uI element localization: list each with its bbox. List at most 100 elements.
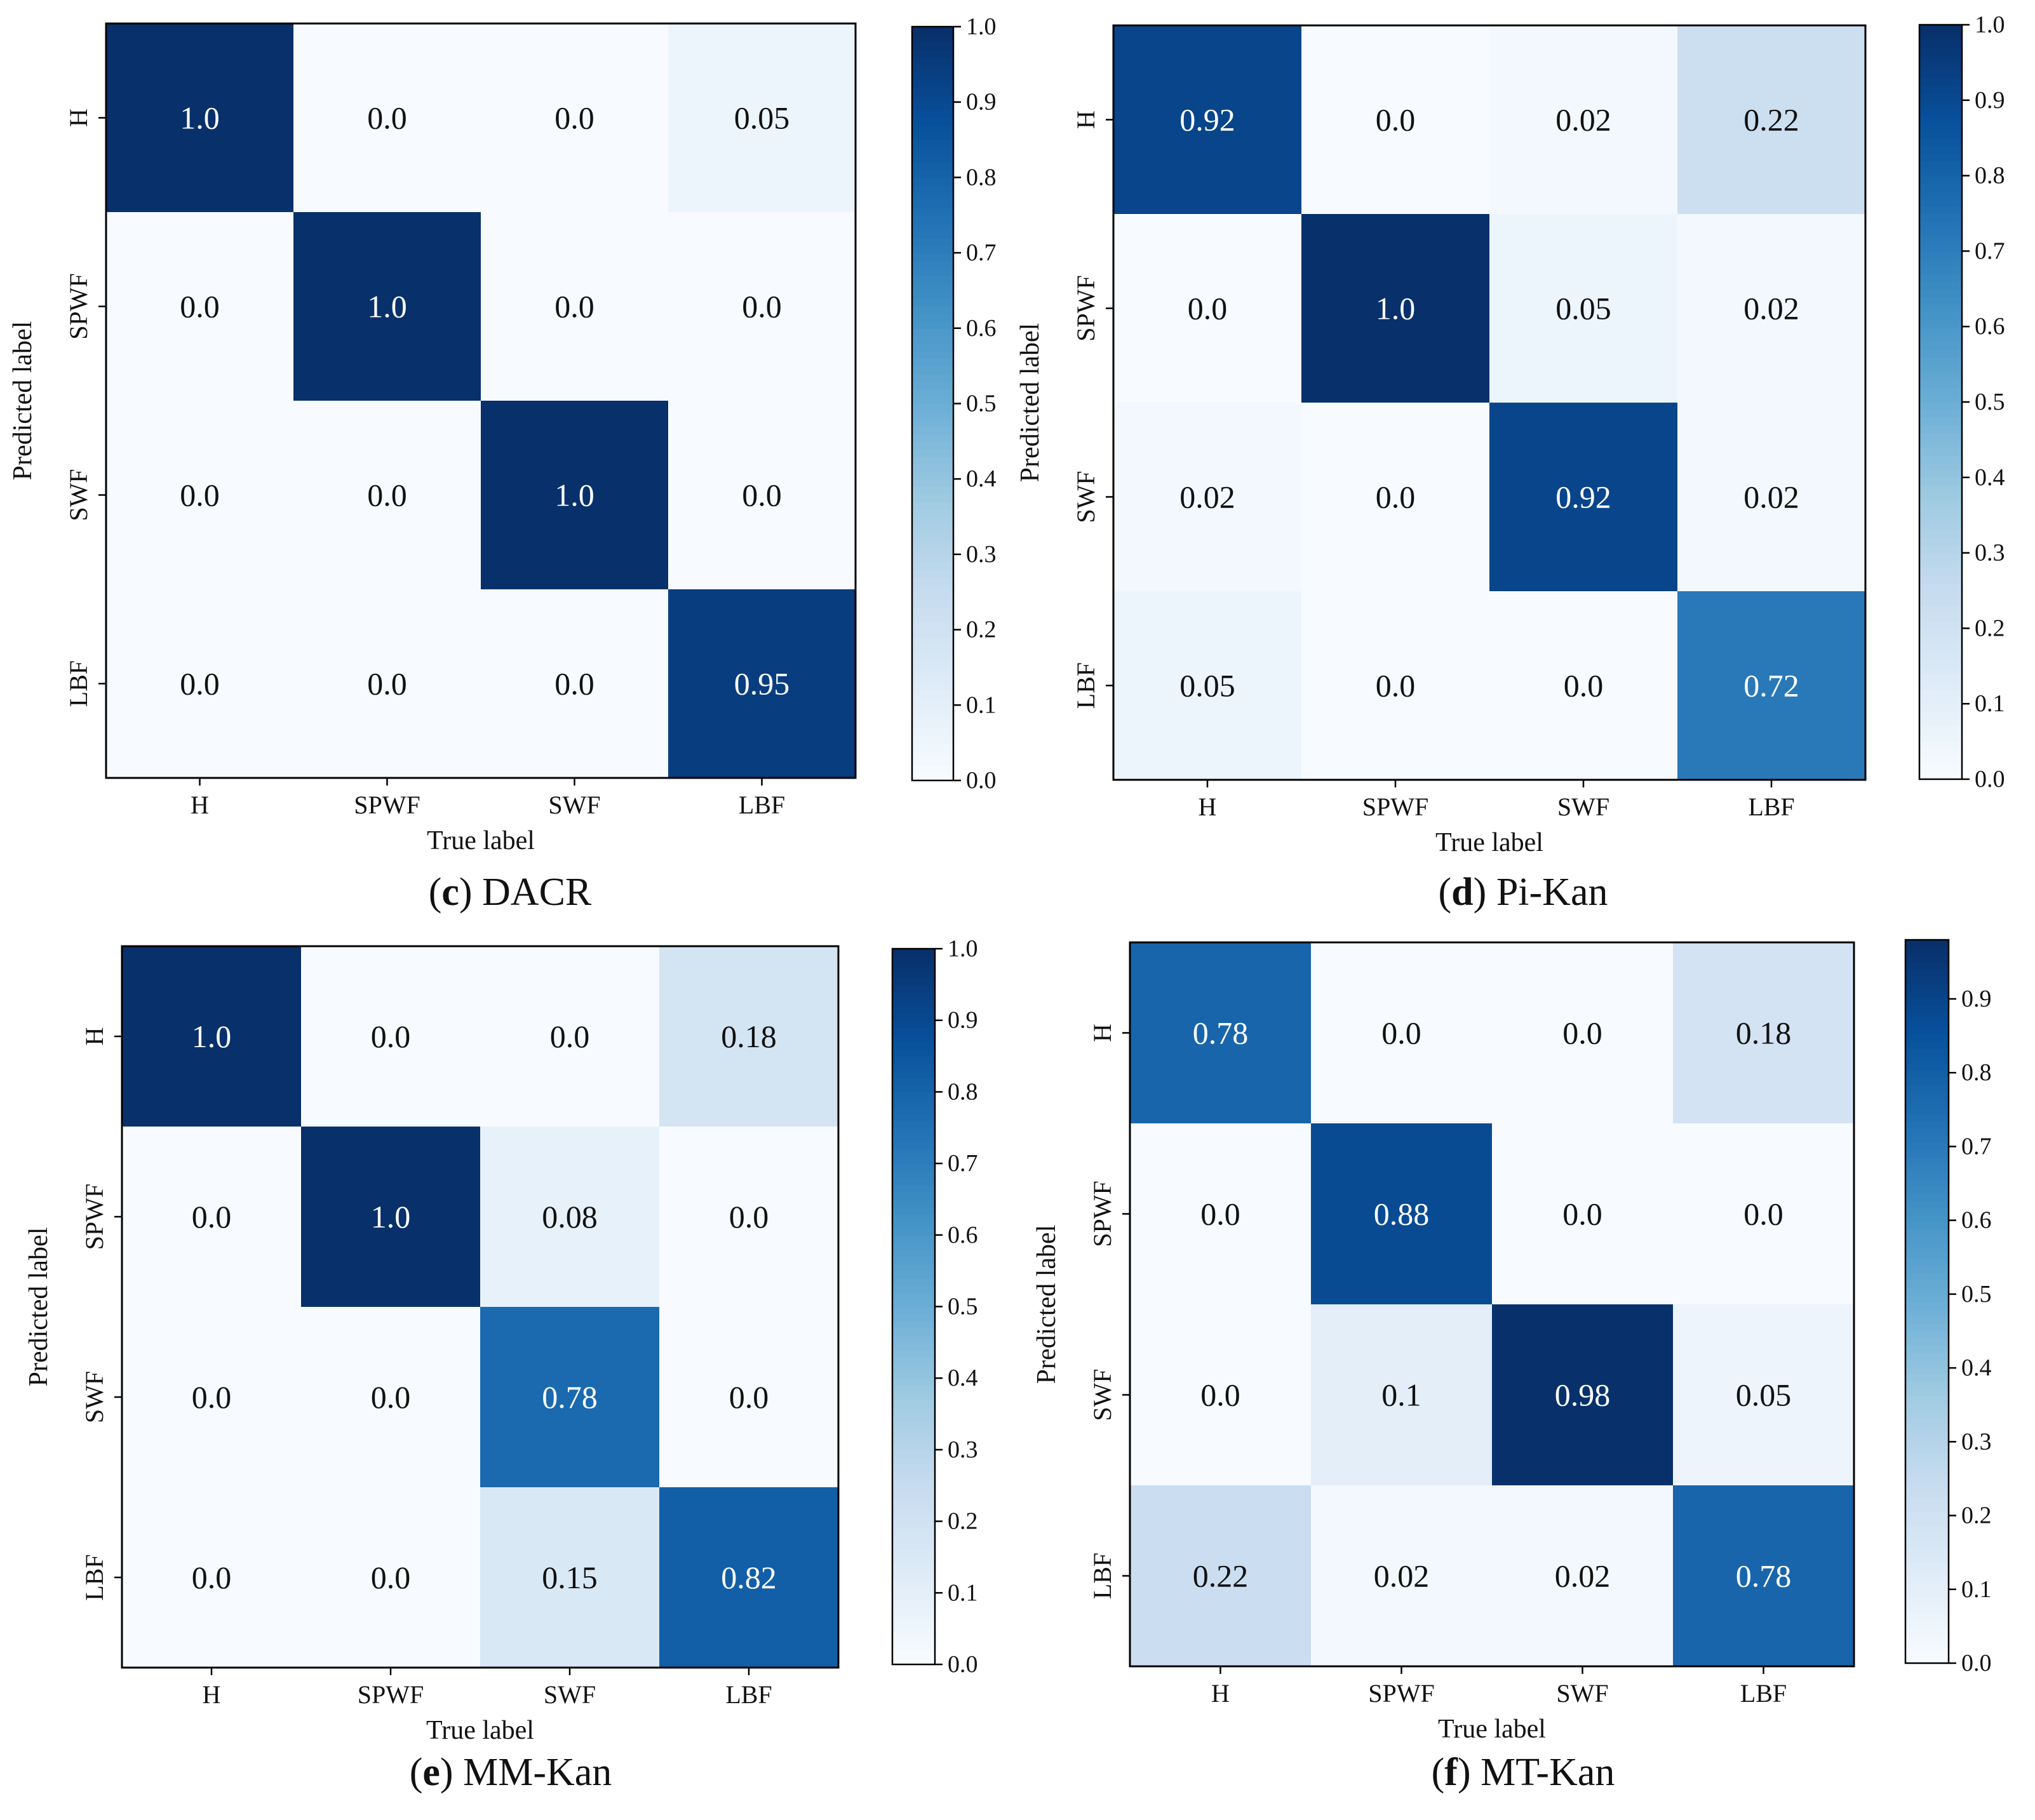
plot-frame: [1112, 24, 1867, 781]
heatmap-cell: [1311, 942, 1492, 1123]
colorbar-segment: [912, 539, 953, 548]
heatmap-cell: [1130, 942, 1311, 1123]
colorbar-segment: [892, 1514, 935, 1522]
colorbar-segment: [912, 170, 953, 178]
colorbar-segment: [1905, 1417, 1949, 1426]
cell-value-label: 0.72: [1743, 668, 1799, 704]
colorbar-segment: [912, 124, 953, 133]
colorbar-segment: [1905, 1576, 1949, 1584]
colorbar-segment: [1919, 281, 1962, 290]
y-tick-label: SWF: [64, 469, 93, 521]
colorbar-segment: [1919, 409, 1962, 418]
colorbar-segment: [892, 1278, 935, 1286]
cell-value-label: 0.22: [1743, 102, 1799, 138]
cell-value-label: 0.0: [554, 289, 594, 325]
colorbar-segment: [1905, 1229, 1949, 1237]
colorbar-segment: [912, 177, 953, 186]
colorbar-segment: [912, 524, 953, 533]
colorbar-segment: [1919, 560, 1962, 569]
colorbar-segment: [1905, 940, 1949, 948]
colorbar-tick-label: 0.4: [948, 1365, 978, 1391]
x-tick-label: LBF: [739, 791, 785, 819]
cell-value-label: 0.15: [542, 1560, 598, 1595]
colorbar-segment: [892, 1564, 935, 1572]
colorbar-segment: [912, 479, 953, 488]
colorbar-segment: [1919, 371, 1962, 380]
colorbar-segment: [912, 493, 953, 502]
colorbar-segment: [912, 750, 953, 759]
y-tick-label: H: [1071, 110, 1100, 129]
cell-value-label: 0.0: [729, 1199, 769, 1235]
colorbar-segment: [892, 1471, 935, 1479]
colorbar-segment: [1919, 711, 1962, 719]
colorbar-tick-label: 1.0: [948, 935, 978, 962]
colorbar-segment: [912, 667, 953, 676]
cell-value-label: 1.0: [192, 1019, 232, 1054]
colorbar-segment: [912, 72, 953, 81]
cell-value-label: 0.78: [1736, 1558, 1792, 1594]
heatmap-cell: [106, 23, 293, 212]
colorbar-segment: [892, 1321, 935, 1329]
colorbar-segment: [1919, 704, 1962, 713]
panel-dacr: 1.0 0.0 0.0 0.05 0.0 1.0 0.0 0.0 0.0 0.0 1.0 0.0 0.0…: [8, 13, 997, 914]
colorbar-segment: [912, 222, 953, 231]
caption-title: MT-Kan: [1481, 1751, 1615, 1794]
colorbar-segment: [912, 215, 953, 224]
colorbar-segment: [892, 1070, 935, 1078]
colorbar-segment: [912, 403, 953, 412]
colorbar-segment: [1905, 1461, 1949, 1469]
colorbar-segment: [892, 1492, 935, 1501]
colorbar-segment: [1919, 32, 1962, 41]
heatmap-cell: [1130, 1123, 1311, 1304]
colorbar-tick-label: 0.9: [1975, 87, 2005, 114]
colorbar-segment: [892, 1085, 935, 1093]
colorbar-segment: [892, 1013, 935, 1021]
cell-value-label: 0.0: [192, 1199, 232, 1235]
colorbar-segment: [912, 652, 953, 661]
colorbar-segment: [1905, 1026, 1949, 1035]
x-tick-label: SPWF: [358, 1680, 424, 1709]
colorbar-segment: [1919, 681, 1962, 690]
heatmap-cell: [122, 1487, 301, 1668]
colorbar-segment: [1905, 1149, 1949, 1158]
colorbar-segment: [1905, 1591, 1949, 1599]
x-axis-title: True label: [426, 1716, 534, 1745]
heatmap-cell: [1301, 25, 1489, 214]
colorbar-segment: [1919, 92, 1962, 101]
colorbar-segment: [892, 1635, 935, 1644]
colorbar-segment: [912, 380, 953, 389]
colorbar-tick-label: 0.7: [1961, 1133, 1992, 1160]
colorbar-segment: [892, 1170, 935, 1179]
colorbar-segment: [1905, 1092, 1949, 1100]
colorbar-segment: [1905, 1164, 1949, 1172]
colorbar-segment: [892, 1464, 935, 1472]
colorbar-tick-label: 0.5: [966, 391, 997, 417]
heatmap-cell: [106, 212, 293, 401]
heatmap-cell: [293, 401, 481, 589]
colorbar-segment: [1905, 968, 1949, 977]
heatmap-cell: [106, 589, 293, 778]
colorbar-segment: [892, 991, 935, 1000]
colorbar-segment: [1905, 1178, 1949, 1187]
colorbar-segment: [1905, 1077, 1949, 1085]
colorbar-segment: [892, 1421, 935, 1429]
colorbar-segment: [1905, 1301, 1949, 1309]
colorbar-segment: [1919, 575, 1962, 584]
colorbar-segment: [1919, 364, 1962, 373]
colorbar-segment: [1905, 1388, 1949, 1396]
colorbar-segment: [912, 109, 953, 118]
heatmap-cell: [1311, 1485, 1492, 1666]
colorbar-segment: [1905, 1308, 1949, 1317]
colorbar-segment: [892, 1571, 935, 1579]
caption-letter: d: [1451, 871, 1473, 914]
colorbar-segment: [912, 358, 953, 367]
heatmap-cell: [480, 1307, 659, 1487]
cell-value-label: 0.0: [1200, 1196, 1240, 1232]
colorbar-segment: [1919, 243, 1962, 252]
heatmap-cell: [668, 401, 856, 589]
colorbar-tick-label: 0.6: [1975, 313, 2005, 340]
colorbar-segment: [912, 720, 953, 728]
heatmap-cell: [1489, 403, 1677, 591]
colorbar-segment: [912, 140, 953, 148]
